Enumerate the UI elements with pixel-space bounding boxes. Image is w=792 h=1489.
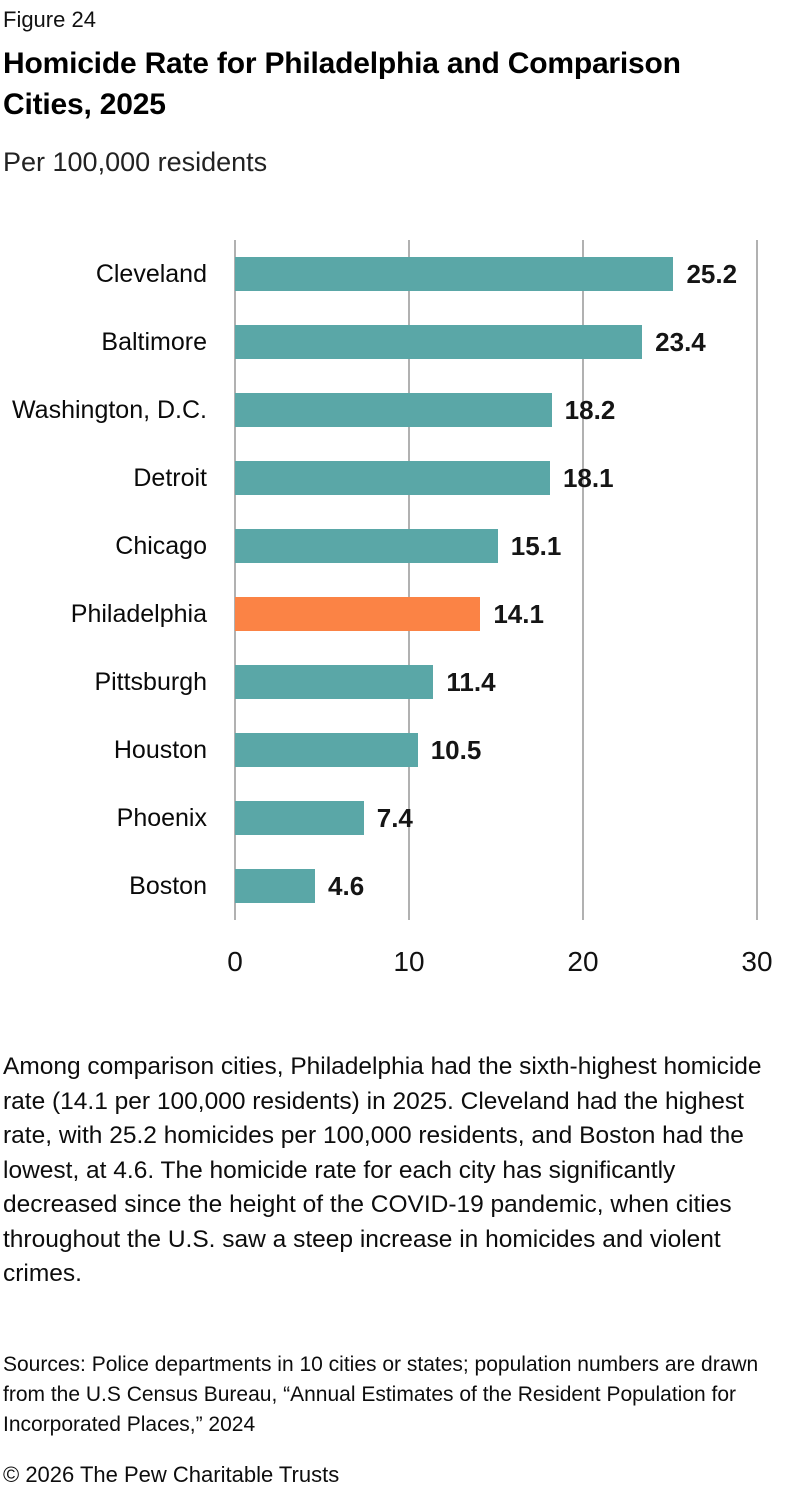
bar-row-boston: Boston 4.6: [3, 852, 757, 920]
figure-caption: Among comparison cities, Philadelphia ha…: [3, 1053, 762, 1288]
gridline: [234, 240, 236, 921]
value-label: 18.2: [564, 394, 616, 425]
x-axis-tick: 0: [227, 946, 243, 978]
bar-track: 23.4: [235, 308, 757, 376]
gridline: [407, 240, 410, 921]
category-label: Pittsburgh: [94, 667, 207, 696]
value-label: 25.2: [686, 258, 738, 289]
bar-row-baltimore: Baltimore 23.4: [3, 308, 757, 376]
bar: [235, 257, 674, 292]
bar: [235, 325, 643, 360]
category-label: Detroit: [133, 463, 207, 492]
value-label: 10.5: [430, 734, 482, 765]
sources-note: Sources: Police departments in 10 cities…: [3, 1352, 759, 1436]
value-label: 14.1: [493, 598, 544, 629]
bar-rows: Cleveland 25.2 Baltimore 23.4 Washington…: [3, 240, 757, 920]
bar: [235, 869, 316, 904]
figure-number: Figure 24: [3, 7, 96, 32]
bar-track: 18.2: [235, 376, 757, 444]
category-label: Boston: [129, 871, 207, 900]
bar-row-pittsburgh: Pittsburgh 11.4: [3, 648, 757, 716]
bar-row-phoenix: Phoenix 7.4: [3, 784, 757, 852]
bar-row-washington-dc: Washington, D.C. 18.2: [3, 376, 757, 444]
category-label: Philadelphia: [70, 599, 207, 628]
x-axis-tick: 10: [393, 946, 425, 978]
bar-track: 7.4: [235, 784, 757, 852]
category-label: Cleveland: [95, 259, 207, 288]
bar: [235, 461, 550, 496]
copyright-notice: © 2026 The Pew Charitable Trusts: [3, 1461, 340, 1487]
category-label: Phoenix: [116, 803, 207, 832]
category-label: Baltimore: [101, 327, 207, 356]
x-axis-tick: 30: [741, 946, 773, 978]
bar-row-detroit: Detroit 18.1: [3, 444, 757, 512]
x-axis: 0 10 20 30: [227, 920, 772, 1000]
bar: [235, 733, 418, 768]
chart-title: Homicide Rate for Philadelphia and Compa…: [3, 47, 681, 121]
x-axis-tick: 20: [567, 946, 599, 978]
bar-row-chicago: Chicago 15.1: [3, 512, 757, 580]
bar-track: 25.2: [235, 240, 757, 308]
bar-row-houston: Houston 10.5: [3, 716, 757, 784]
value-label: 15.1: [510, 530, 562, 561]
gridline: [582, 240, 584, 921]
bar-row-cleveland: Cleveland 25.2: [3, 240, 757, 308]
bar-track: 14.1: [235, 580, 757, 648]
gridline: [756, 240, 758, 921]
plot-area: [234, 240, 758, 921]
value-label: 23.4: [655, 326, 706, 357]
bar-track: 18.1: [235, 444, 757, 512]
bar: [235, 529, 498, 564]
bar-chart: Cleveland 25.2 Baltimore 23.4 Washington…: [3, 240, 773, 1000]
bar: [235, 801, 364, 836]
category-label: Chicago: [115, 531, 207, 560]
value-label: 11.4: [446, 666, 496, 697]
category-label: Houston: [113, 735, 207, 764]
bar-track: 11.4: [235, 648, 757, 716]
highlighted-bar: [235, 597, 481, 632]
bar-track: 15.1: [235, 512, 757, 580]
bar-row-philadelphia-highlighted: Philadelphia 14.1: [3, 580, 757, 648]
value-label: 4.6: [328, 870, 365, 901]
bar: [235, 393, 552, 428]
chart-subtitle: Per 100,000 residents: [3, 147, 268, 178]
value-label: 18.1: [562, 462, 614, 493]
value-label: 7.4: [376, 802, 413, 833]
bar: [235, 665, 434, 700]
bar-track: 10.5: [235, 716, 757, 784]
category-label: Washington, D.C.: [12, 395, 207, 424]
bar-track: 4.6: [235, 852, 757, 920]
